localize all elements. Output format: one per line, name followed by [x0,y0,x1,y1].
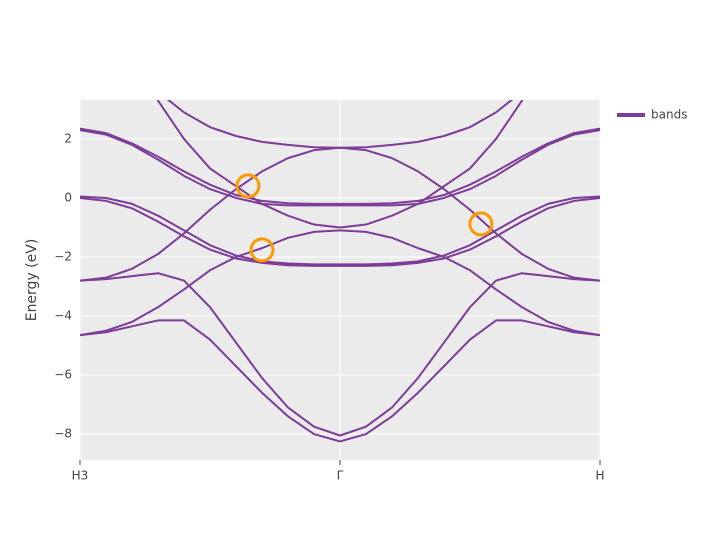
y-tick-label: −8 [54,427,72,441]
x-tick-label: H3 [72,469,89,483]
band-line [80,129,600,207]
bands [80,100,600,443]
highlight-marker [235,173,261,199]
band-line [80,319,600,443]
x-tick-label: Γ [337,469,344,483]
band-line [80,229,600,337]
band-line [80,127,600,205]
y-axis-title: Energy (eV) [24,239,40,322]
highlight-marker [468,211,494,237]
y-tick-label: −4 [54,309,72,323]
band-line [80,272,600,437]
y-tick-label: 0 [64,190,72,204]
highlight-marker [249,237,275,263]
band-line [80,196,600,267]
band-line [166,100,514,149]
band-line [156,100,524,229]
band-line [80,195,600,266]
y-tick-label: 2 [64,131,72,145]
x-tick-label: H [595,469,604,483]
legend-label: bands [651,108,687,122]
y-tick-label: −2 [54,249,72,263]
y-tick-label: −6 [54,368,72,382]
